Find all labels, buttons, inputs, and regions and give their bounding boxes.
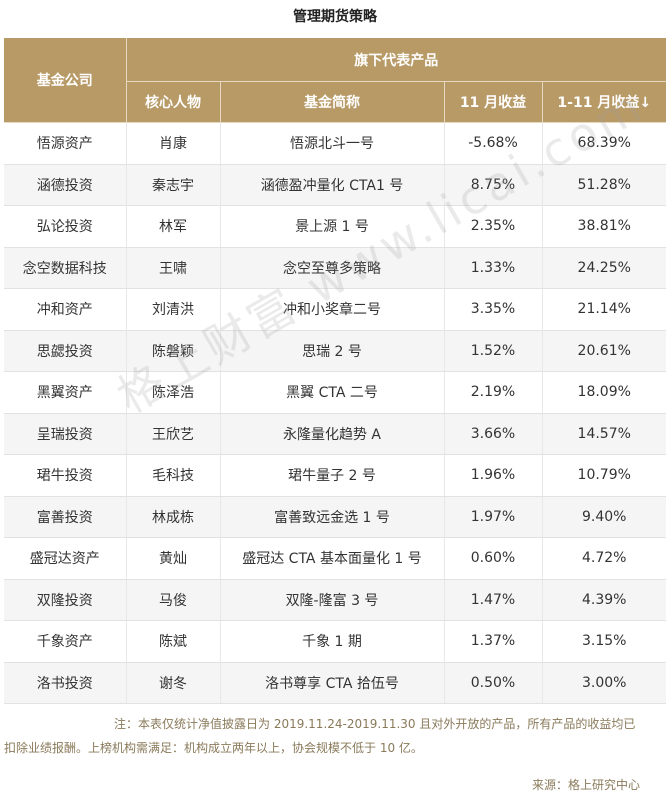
table-row: 悟源资产 肖康 悟源北斗一号 -5.68% 68.39%	[4, 122, 666, 165]
cell-person: 陈斌	[126, 620, 221, 663]
cell-company: 念空数据科技	[4, 247, 127, 289]
table-row: 思勰投资 陈磐颖 思瑞 2 号 1.52% 20.61%	[4, 330, 666, 372]
cell-nov-return: 1.33%	[444, 247, 543, 289]
cell-company: 思勰投资	[4, 330, 127, 372]
table-body: 悟源资产 肖康 悟源北斗一号 -5.68% 68.39% 涵德投资 秦志宇 涵德盈冲量化 CT…	[4, 122, 666, 704]
source-credit: 来源：格上研究中心	[531, 778, 640, 792]
cell-person: 马俊	[126, 579, 221, 621]
table-row: 黑翼资产 陈泽浩 黑翼 CTA 二号 2.19% 18.09%	[4, 371, 666, 414]
cell-person: 陈磐颖	[126, 330, 221, 372]
cell-person: 王啸	[126, 247, 221, 289]
cell-nov-return: 1.52%	[444, 330, 543, 372]
cell-fund: 洛书尊享 CTA 拾伍号	[220, 662, 445, 704]
cell-ytd-return: 18.09%	[542, 371, 666, 414]
cell-fund: 冲和小奖章二号	[220, 288, 445, 331]
cell-nov-return: 3.66%	[444, 413, 543, 455]
cell-company: 黑翼资产	[4, 371, 127, 414]
table-row: 洛书投资 谢冬 洛书尊享 CTA 拾伍号 0.50% 3.00%	[4, 662, 666, 704]
table-row: 冲和资产 刘清洪 冲和小奖章二号 3.35% 21.14%	[4, 288, 666, 331]
header-person: 核心人物	[126, 81, 221, 123]
table-row: 弘论投资 林军 景上源 1 号 2.35% 38.81%	[4, 205, 666, 248]
page-title: 管理期货策略	[293, 9, 377, 25]
footnote: 注：本表仅统计净值披露日为 2019.11.24-2019.11.30 且对外开…	[4, 717, 636, 755]
cell-ytd-return: 3.00%	[542, 662, 666, 704]
cell-fund: 黑翼 CTA 二号	[220, 371, 445, 414]
cell-fund: 盛冠达 CTA 基本面量化 1 号	[220, 537, 445, 580]
cell-person: 林军	[126, 205, 221, 248]
cell-nov-return: -5.68%	[444, 122, 543, 165]
header-ytd-return-sort[interactable]: 1-11 月收益↓	[542, 81, 666, 123]
cell-nov-return: 2.35%	[444, 205, 543, 248]
cell-fund: 念空至尊多策略	[220, 247, 445, 289]
cell-person: 毛科技	[126, 454, 221, 497]
cell-ytd-return: 4.72%	[542, 537, 666, 580]
cell-person: 肖康	[126, 122, 221, 165]
cell-person: 林成栋	[126, 496, 221, 538]
cell-nov-return: 0.50%	[444, 662, 543, 704]
table-row: 呈瑞投资 王欣艺 永隆量化趋势 A 3.66% 14.57%	[4, 413, 666, 455]
table-row: 富善投资 林成栋 富善致远金选 1 号 1.97% 9.40%	[4, 496, 666, 538]
cell-ytd-return: 38.81%	[542, 205, 666, 248]
table-row: 盛冠达资产 黄灿 盛冠达 CTA 基本面量化 1 号 0.60% 4.72%	[4, 537, 666, 580]
cell-nov-return: 0.60%	[444, 537, 543, 580]
cell-company: 弘论投资	[4, 205, 127, 248]
cell-fund: 双隆-隆富 3 号	[220, 579, 445, 621]
header-nov-return: 11 月收益	[444, 81, 543, 123]
cell-ytd-return: 4.39%	[542, 579, 666, 621]
cell-person: 刘清洪	[126, 288, 221, 331]
cell-company: 冲和资产	[4, 288, 127, 331]
cell-fund: 景上源 1 号	[220, 205, 445, 248]
cell-ytd-return: 20.61%	[542, 330, 666, 372]
fund-ranking-table: 基金公司 旗下代表产品 核心人物 基金简称 11 月收益 1-11 月收益↓ 悟…	[4, 38, 666, 704]
cell-fund: 涵德盈冲量化 CTA1 号	[220, 164, 445, 206]
cell-company: 富善投资	[4, 496, 127, 538]
cell-company: 珺牛投资	[4, 454, 127, 497]
cell-company: 盛冠达资产	[4, 537, 127, 580]
cell-nov-return: 1.97%	[444, 496, 543, 538]
cell-fund: 珺牛量子 2 号	[220, 454, 445, 497]
cell-company: 涵德投资	[4, 164, 127, 206]
cell-nov-return: 1.37%	[444, 620, 543, 663]
cell-fund: 富善致远金选 1 号	[220, 496, 445, 538]
cell-ytd-return: 14.57%	[542, 413, 666, 455]
cell-nov-return: 1.47%	[444, 579, 543, 621]
header-product-group: 旗下代表产品	[126, 38, 666, 82]
cell-nov-return: 3.35%	[444, 288, 543, 331]
table-row: 双隆投资 马俊 双隆-隆富 3 号 1.47% 4.39%	[4, 579, 666, 621]
cell-company: 洛书投资	[4, 662, 127, 704]
header-fund: 基金简称	[220, 81, 445, 123]
cell-ytd-return: 3.15%	[542, 620, 666, 663]
table-row: 涵德投资 秦志宇 涵德盈冲量化 CTA1 号 8.75% 51.28%	[4, 164, 666, 206]
table-row: 珺牛投资 毛科技 珺牛量子 2 号 1.96% 10.79%	[4, 454, 666, 497]
header-company: 基金公司	[4, 38, 127, 123]
cell-company: 悟源资产	[4, 122, 127, 165]
cell-person: 谢冬	[126, 662, 221, 704]
cell-person: 黄灿	[126, 537, 221, 580]
cell-person: 秦志宇	[126, 164, 221, 206]
cell-ytd-return: 68.39%	[542, 122, 666, 165]
table-row: 千象资产 陈斌 千象 1 期 1.37% 3.15%	[4, 620, 666, 663]
cell-person: 王欣艺	[126, 413, 221, 455]
table-row: 念空数据科技 王啸 念空至尊多策略 1.33% 24.25%	[4, 247, 666, 289]
cell-ytd-return: 51.28%	[542, 164, 666, 206]
cell-ytd-return: 21.14%	[542, 288, 666, 331]
cell-nov-return: 1.96%	[444, 454, 543, 497]
cell-nov-return: 8.75%	[444, 164, 543, 206]
cell-company: 呈瑞投资	[4, 413, 127, 455]
cell-person: 陈泽浩	[126, 371, 221, 414]
cell-ytd-return: 10.79%	[542, 454, 666, 497]
cell-fund: 思瑞 2 号	[220, 330, 445, 372]
cell-company: 千象资产	[4, 620, 127, 663]
cell-nov-return: 2.19%	[444, 371, 543, 414]
cell-company: 双隆投资	[4, 579, 127, 621]
cell-ytd-return: 24.25%	[542, 247, 666, 289]
cell-fund: 千象 1 期	[220, 620, 445, 663]
cell-fund: 永隆量化趋势 A	[220, 413, 445, 455]
cell-ytd-return: 9.40%	[542, 496, 666, 538]
cell-fund: 悟源北斗一号	[220, 122, 445, 165]
